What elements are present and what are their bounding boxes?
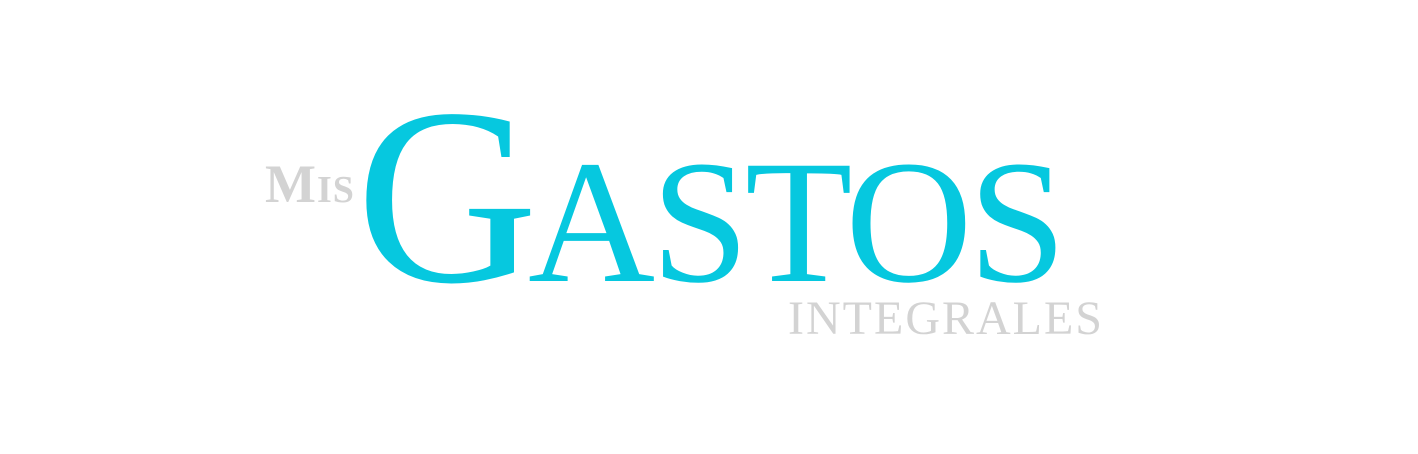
logo-main-rest: ASTOS [528,125,1062,320]
logo-main-text: GASTOS [356,56,1062,336]
logo-main-initial: G [356,56,534,336]
logo-prefix-initial: M [265,154,317,214]
logo-prefix-text: MIS [265,154,355,214]
logo-subtitle-text: INTEGRALES [788,292,1104,345]
logo-prefix-rest: IS [317,169,355,211]
